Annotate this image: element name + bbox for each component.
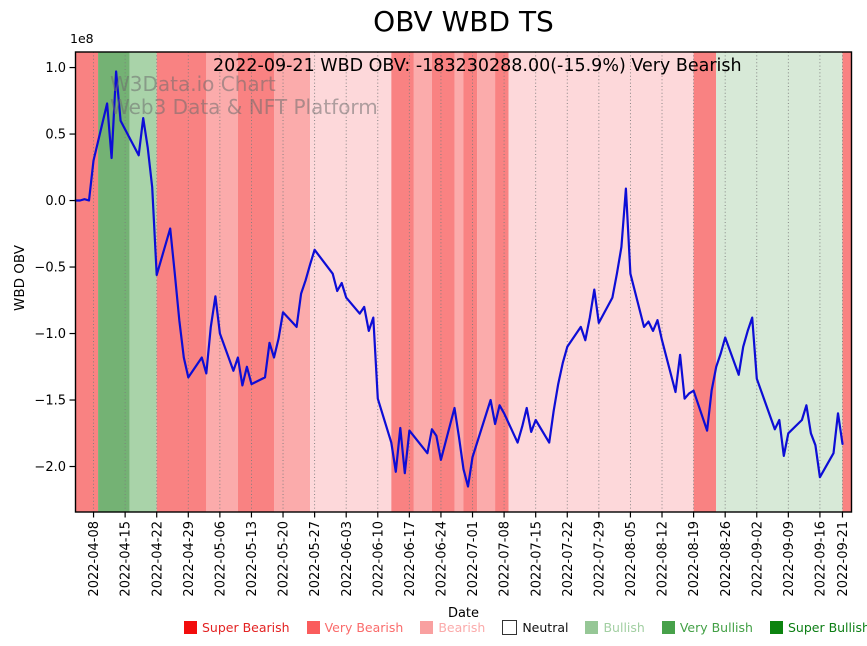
- sentiment-legend: Super Bearish Very Bearish Bearish Neutral B…: [184, 620, 867, 635]
- y-tick-label: −2.0: [34, 460, 66, 475]
- sentiment-band: [495, 52, 509, 512]
- sentiment-band: [842, 52, 852, 512]
- legend-swatch: [502, 620, 518, 635]
- legend-swatch: [184, 621, 197, 634]
- sentiment-band: [477, 52, 496, 512]
- x-tick-label: 2022-08-19: [687, 521, 702, 597]
- x-tick-label: 2022-07-29: [592, 521, 607, 597]
- y-tick-label: −0.5: [34, 261, 66, 276]
- watermark-line-2: Web3 Data & NFT Platform: [110, 95, 378, 119]
- sentiment-band: [156, 52, 207, 512]
- sentiment-band: [206, 52, 238, 512]
- x-tick-label: 2022-09-16: [814, 521, 829, 597]
- sentiment-band: [413, 52, 432, 512]
- sentiment-band: [129, 52, 157, 512]
- sentiment-band: [75, 52, 99, 512]
- x-tick-label: 2022-07-15: [529, 521, 544, 597]
- y-tick-label: −1.5: [34, 394, 66, 409]
- legend-label: Very Bullish: [679, 620, 753, 635]
- plot-border: [74, 51, 853, 513]
- y-tick-label: 1.0: [45, 61, 66, 76]
- watermark: W3Data.io Chart Web3 Data & NFT Platform: [110, 73, 378, 119]
- x-tick-label: 2022-06-17: [403, 521, 418, 597]
- legend-label: Super Bullish: [787, 620, 867, 635]
- chart-title: OBV WBD TS: [373, 5, 554, 38]
- watermark-line-1: W3Data.io Chart: [110, 72, 276, 96]
- x-tick-label: 2022-05-20: [277, 521, 292, 597]
- legend-swatch: [661, 621, 675, 634]
- legend-item-super-bullish: Super Bullish: [769, 620, 867, 635]
- x-tick-label: 2022-04-22: [150, 521, 165, 597]
- y-axis-offset-label: 1e8: [70, 31, 94, 46]
- x-tick-label: 2022-05-27: [308, 521, 323, 597]
- x-tick-label: 2022-06-24: [435, 521, 450, 597]
- x-tick-label: 2022-08-05: [624, 521, 639, 597]
- legend-swatch: [769, 621, 783, 634]
- chart-subtitle-annotation: 2022-09-21 WBD OBV: -183230288.00(-15.9%…: [213, 56, 742, 76]
- sentiment-band: [716, 52, 843, 512]
- x-tick-label: 2022-07-22: [561, 521, 576, 597]
- x-axis-label: Date: [447, 606, 480, 621]
- y-tick-label: −1.0: [34, 327, 66, 342]
- sentiment-band: [391, 52, 414, 512]
- legend-item-bearish: Bearish: [420, 620, 485, 635]
- legend-item-very-bullish: Very Bullish: [661, 620, 753, 635]
- x-tick-label: 2022-05-13: [245, 521, 260, 597]
- legend-swatch: [585, 621, 599, 634]
- legend-label: Very Bearish: [324, 620, 404, 635]
- x-tick-label: 2022-09-09: [782, 521, 797, 597]
- y-tick-label: 0.0: [45, 194, 66, 209]
- sentiment-band: [463, 52, 478, 512]
- sentiment-band: [237, 52, 275, 512]
- legend-label: Bullish: [603, 620, 645, 635]
- sentiment-band: [454, 52, 464, 512]
- x-tick-label: 2022-06-10: [371, 521, 386, 597]
- x-tick-label: 2022-04-15: [119, 521, 134, 597]
- legend-item-very-bearish: Very Bearish: [306, 620, 404, 635]
- sentiment-band: [310, 52, 392, 512]
- x-tick-label: 2022-07-01: [466, 521, 481, 597]
- legend-label: Bearish: [438, 620, 486, 635]
- x-tick-label: 2022-08-26: [719, 521, 734, 597]
- legend-item-bullish: Bullish: [585, 620, 645, 635]
- x-tick-label: 2022-07-08: [498, 521, 513, 597]
- legend-item-neutral: Neutral: [502, 620, 568, 635]
- sentiment-band: [693, 52, 717, 512]
- legend-swatch: [306, 621, 320, 634]
- x-tick-label: 2022-04-08: [87, 521, 102, 597]
- obv-line: [74, 70, 844, 488]
- x-tick-label: 2022-05-06: [213, 521, 228, 597]
- y-tick-label: 0.5: [45, 128, 66, 143]
- sentiment-band: [431, 52, 455, 512]
- legend-label: Super Bearish: [202, 620, 290, 635]
- legend-label: Neutral: [522, 620, 569, 635]
- y-axis-label: WBD OBV: [12, 245, 28, 312]
- x-tick-label: 2022-09-21: [836, 521, 851, 597]
- x-tick-label: 2022-09-02: [750, 521, 765, 597]
- legend-item-super-bearish: Super Bearish: [184, 620, 290, 635]
- x-tick-label: 2022-08-12: [656, 521, 671, 597]
- x-tick-label: 2022-06-03: [340, 521, 355, 597]
- legend-swatch: [420, 621, 434, 634]
- sentiment-band: [508, 52, 694, 512]
- x-tick-label: 2022-04-29: [182, 521, 197, 597]
